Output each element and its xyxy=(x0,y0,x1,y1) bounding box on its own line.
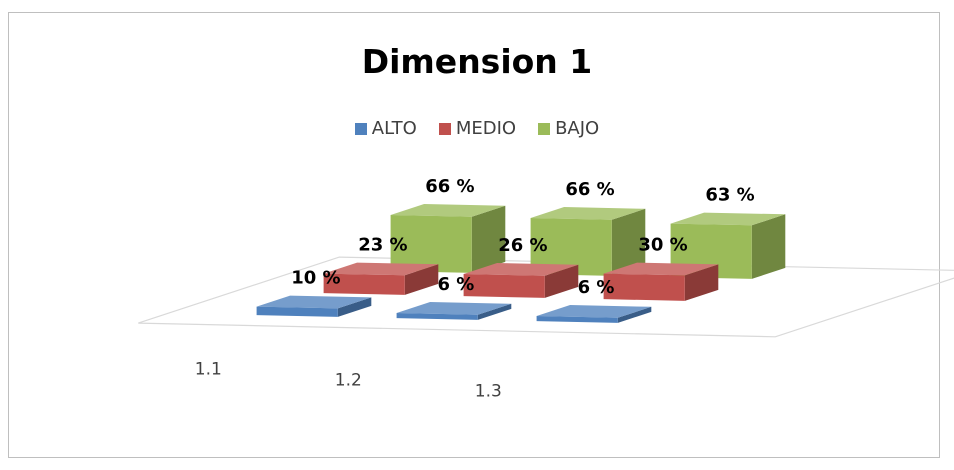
data-label: 66 % xyxy=(565,179,614,200)
data-label: 6 % xyxy=(578,277,615,298)
legend-item-alto: ALTO xyxy=(354,118,417,139)
x-tick-label: 1.3 xyxy=(475,382,502,402)
data-label: 26 % xyxy=(498,235,547,256)
floor xyxy=(138,256,954,338)
legend-label-bajo: BAJO xyxy=(555,118,600,139)
data-label: 30 % xyxy=(638,234,687,255)
legend-label-medio: MEDIO xyxy=(455,118,517,139)
bar-bajo-1-1 xyxy=(390,204,506,273)
bar-alto-1-1 xyxy=(256,295,372,317)
bar-medio-1-2 xyxy=(463,263,579,298)
legend-item-bajo: BAJO xyxy=(538,118,599,139)
data-label: 10 % xyxy=(291,267,340,288)
legend-swatch-medio xyxy=(438,122,451,135)
legend-swatch-bajo xyxy=(538,122,551,135)
legend-swatch-alto xyxy=(354,122,367,135)
data-label: 23 % xyxy=(358,234,407,255)
legend: ALTO MEDIO BAJO xyxy=(0,118,954,139)
x-tick-label: 1.2 xyxy=(335,371,362,391)
data-label: 6 % xyxy=(437,274,474,295)
legend-item-medio: MEDIO xyxy=(438,118,517,139)
bar-medio-1-1 xyxy=(323,262,439,295)
bar-medio-1-3 xyxy=(603,262,719,301)
x-tick-label: 1.1 xyxy=(195,360,222,380)
bar-bajo-1-2 xyxy=(530,207,646,276)
bar-alto-1-2 xyxy=(396,302,512,320)
chart-title: Dimension 1 xyxy=(361,42,593,81)
bar-alto-1-3 xyxy=(536,305,652,323)
data-label: 63 % xyxy=(705,184,754,205)
legend-label-alto: ALTO xyxy=(371,118,417,139)
data-label: 66 % xyxy=(425,176,474,197)
